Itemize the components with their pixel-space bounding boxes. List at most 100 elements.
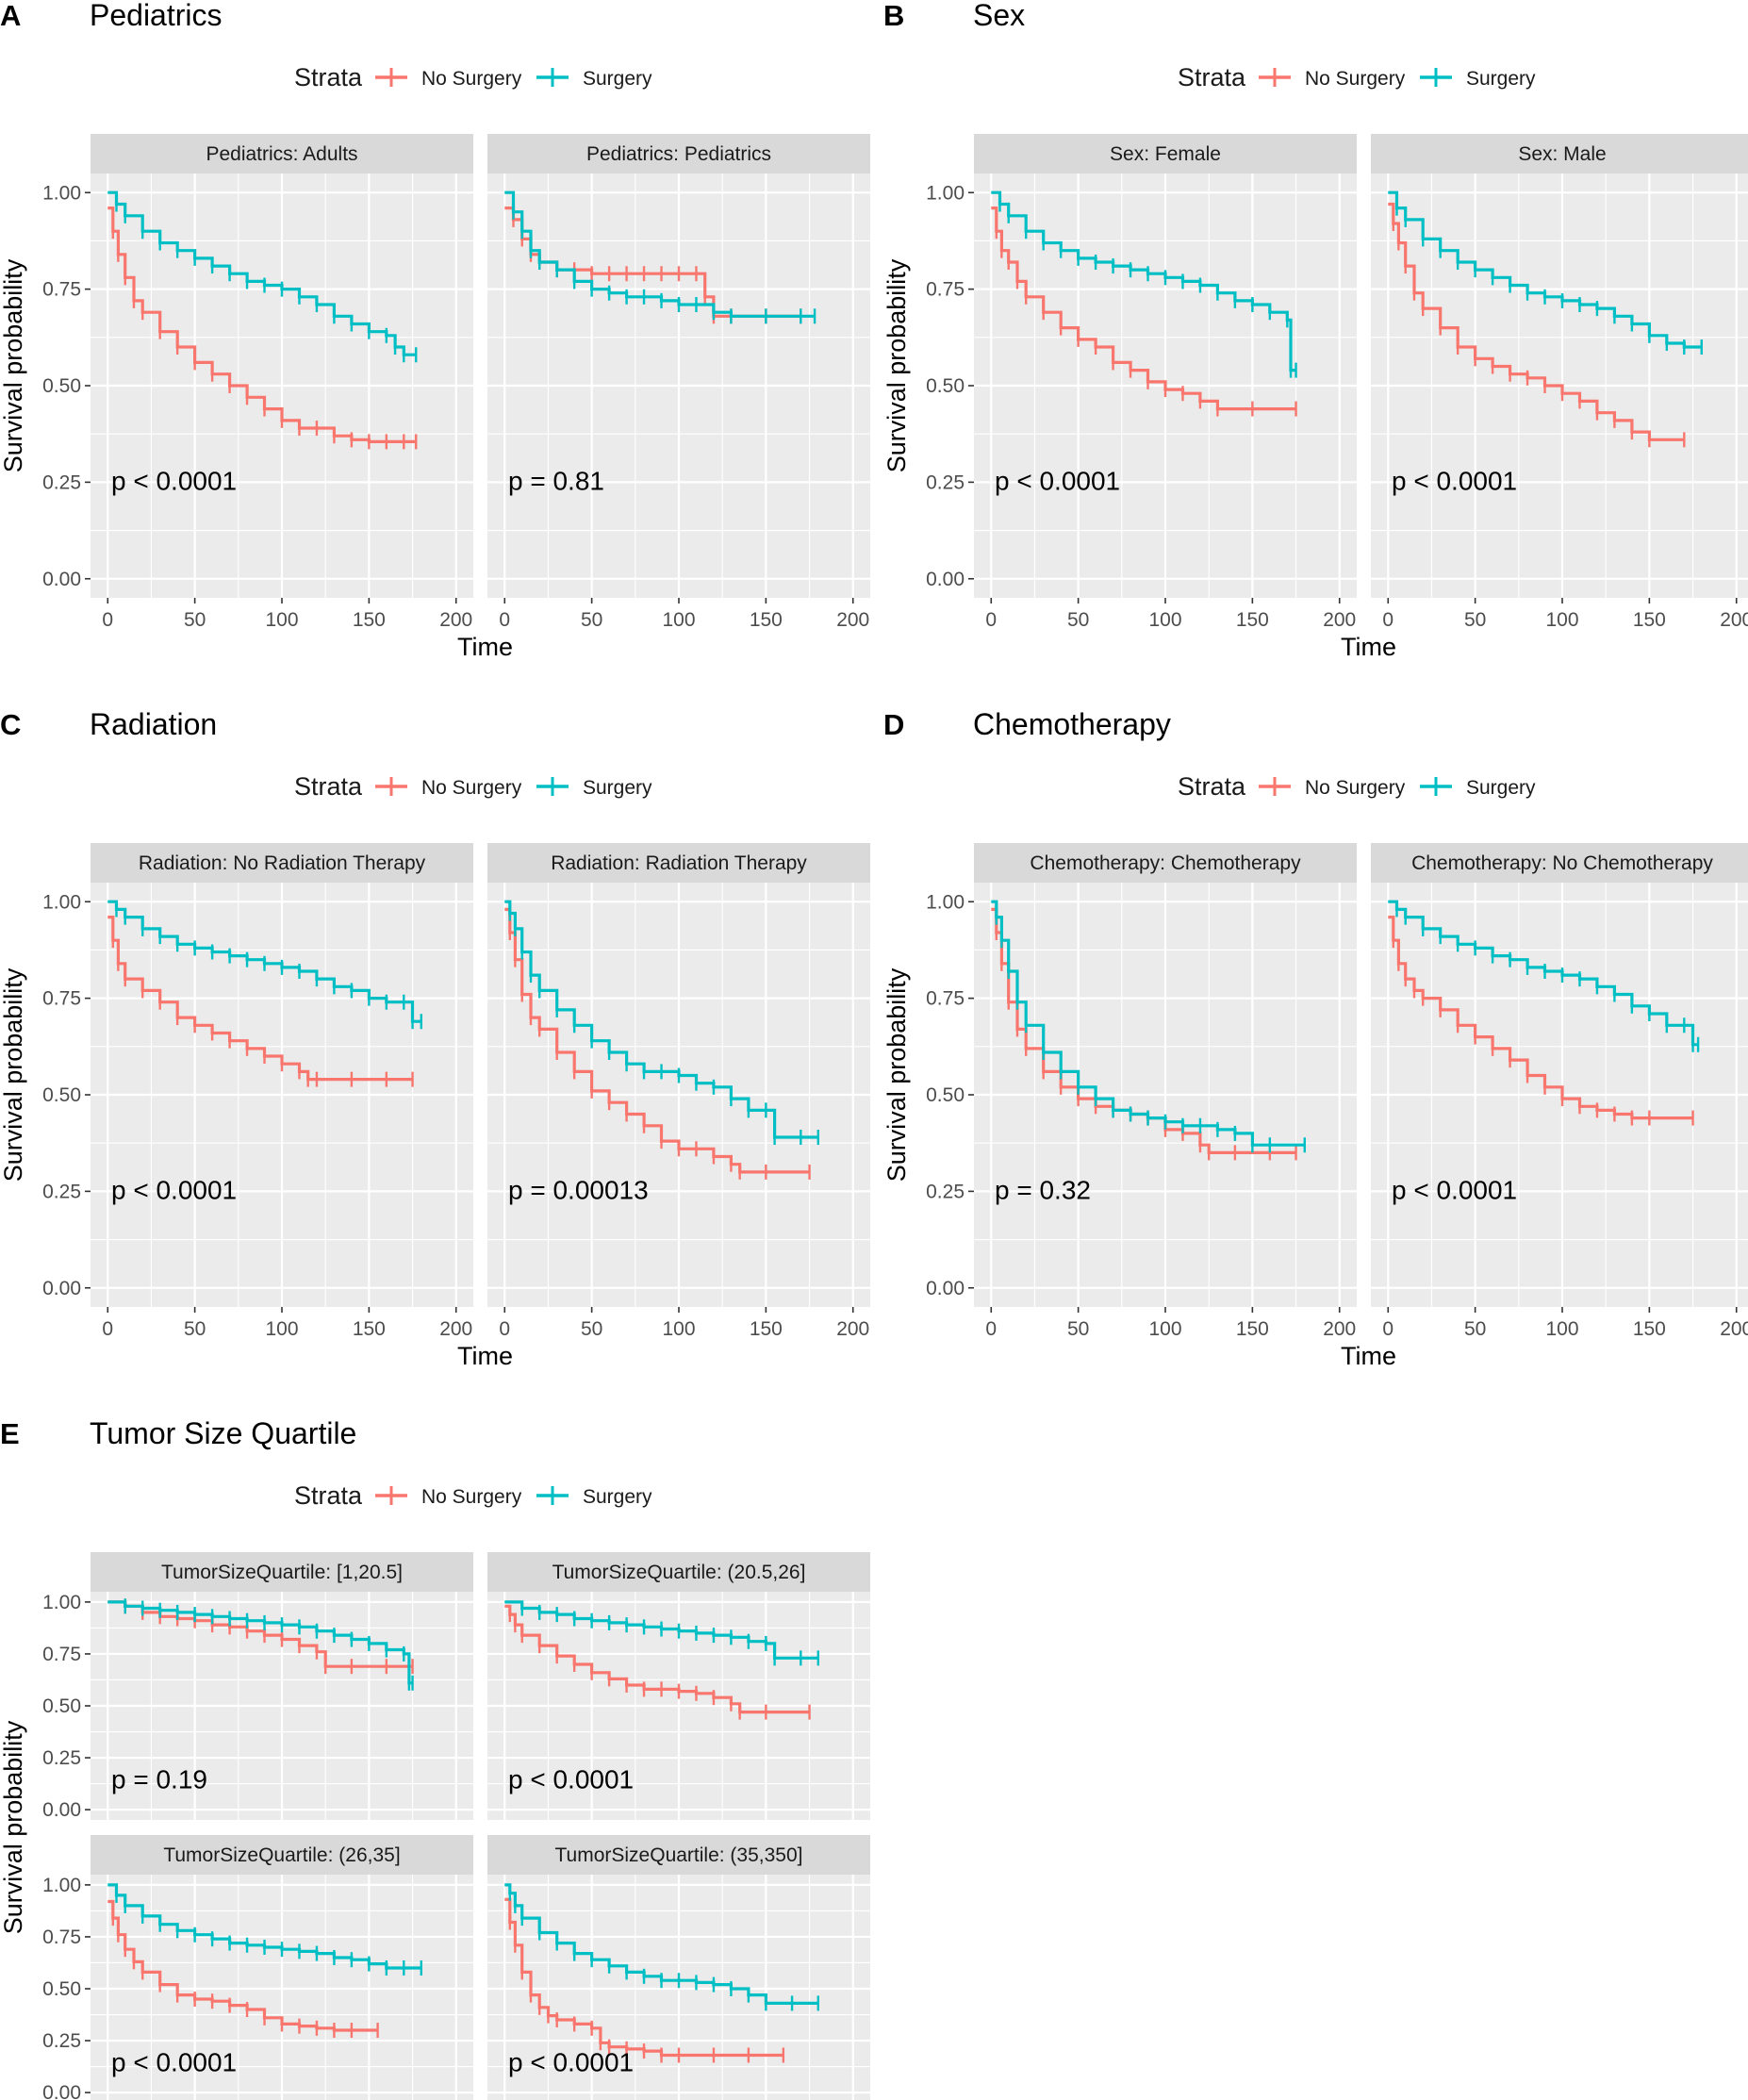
y-tick-label: 0.75 <box>926 279 965 301</box>
facet-panel: TumorSizeQuartile: (26,35] 0.00 0.25 0.50 0.… <box>42 1835 473 2100</box>
facet-panel: Sex: Female 0.00 0.25 0.50 0.75 1.00 0 50 100 150… <box>926 134 1357 631</box>
x-tick-label: 200 <box>439 609 472 631</box>
x-tick-label: 100 <box>1545 609 1578 631</box>
facet-panel: Radiation: No Radiation Therapy 0.00 0.25 0… <box>42 843 473 1340</box>
y-tick-label: 0.00 <box>42 2082 81 2100</box>
y-tick-label: 0.75 <box>42 1926 81 1948</box>
legend-key-no-surgery <box>375 68 407 87</box>
km-curve-surgery <box>504 900 818 1139</box>
x-tick-label: 100 <box>662 1318 695 1340</box>
facet-strip-label: TumorSizeQuartile: [1,20.5] <box>161 1562 403 1583</box>
p-value: p = 0.00013 <box>508 1175 649 1204</box>
km-curve-surgery <box>107 1600 413 1685</box>
panel-letter: E <box>0 1417 20 1450</box>
facet-strip <box>1371 134 1748 174</box>
facet-panel: TumorSizeQuartile: [1,20.5] 0.00 0.25 0.50 0… <box>42 1552 473 1821</box>
facet-panel: Chemotherapy: No Chemotherapy 0 50 100 150 20… <box>1371 843 1748 1340</box>
x-tick-label: 200 <box>1323 609 1356 631</box>
p-value: p < 0.0001 <box>1392 466 1517 495</box>
p-value: p < 0.0001 <box>995 466 1120 495</box>
x-tick-label: 200 <box>1720 609 1748 631</box>
facet-panel: Chemotherapy: Chemotherapy 0.00 0.25 0.50 0.… <box>926 843 1357 1340</box>
y-tick-label: 1.00 <box>42 182 81 204</box>
legend-title: Strata <box>1178 772 1246 801</box>
facet-strip <box>487 1552 870 1592</box>
x-tick-label: 150 <box>750 609 783 631</box>
chart-title: Chemotherapy <box>973 707 1171 741</box>
panel-letter: B <box>883 0 904 32</box>
x-tick-label: 50 <box>1067 609 1089 631</box>
p-value: p < 0.0001 <box>508 1764 634 1794</box>
p-value: p = 0.19 <box>111 1764 207 1794</box>
chart-title: Sex <box>973 0 1025 32</box>
facet-strip <box>91 134 473 174</box>
legend-label: No Surgery <box>1305 777 1406 799</box>
x-tick-label: 0 <box>102 1318 113 1340</box>
p-value: p < 0.0001 <box>508 2047 634 2076</box>
x-tick-label: 0 <box>499 1318 510 1340</box>
legend-label: No Surgery <box>421 777 522 799</box>
y-tick-label: 0.25 <box>42 2030 81 2052</box>
facet-panel: TumorSizeQuartile: (20.5,26] p < 0.0001 <box>487 1552 870 1820</box>
legend-label: Surgery <box>1466 68 1536 90</box>
x-tick-label: 150 <box>1633 1318 1666 1340</box>
x-tick-label: 150 <box>353 609 386 631</box>
p-value: p < 0.0001 <box>111 466 237 495</box>
x-axis-title: Time <box>457 1342 513 1370</box>
facet-strip-label: Pediatrics: Pediatrics <box>586 143 771 165</box>
y-tick-label: 0.50 <box>42 375 81 397</box>
x-tick-label: 100 <box>1545 1318 1578 1340</box>
km-curve-no-surgery <box>1388 202 1685 441</box>
facet-strip-label: Radiation: No Radiation Therapy <box>139 852 426 874</box>
y-tick-label: 0.50 <box>42 1084 81 1106</box>
x-tick-label: 200 <box>836 609 869 631</box>
facet-strip <box>487 843 870 883</box>
y-tick-label: 0.50 <box>926 375 965 397</box>
y-tick-label: 0.25 <box>42 1747 81 1769</box>
chart-c: C Radiation Strata No Surgery Surgery Radiati… <box>0 707 870 1370</box>
chart-title: Radiation <box>90 707 217 741</box>
facet-strip-label: Radiation: Radiation Therapy <box>551 852 807 874</box>
x-tick-label: 50 <box>184 1318 206 1340</box>
facet-strip-label: Sex: Male <box>1518 143 1606 165</box>
x-tick-label: 100 <box>662 609 695 631</box>
x-tick-label: 150 <box>1633 609 1666 631</box>
x-tick-label: 0 <box>499 609 510 631</box>
p-value: p < 0.0001 <box>111 1175 237 1204</box>
legend-label: Surgery <box>583 68 652 90</box>
x-tick-label: 0 <box>1382 609 1393 631</box>
legend: Strata No Surgery Surgery <box>1178 63 1536 91</box>
y-tick-label: 0.50 <box>42 1695 81 1717</box>
panel-letter: A <box>0 0 21 32</box>
legend-key-surgery <box>536 777 569 796</box>
chart-a: A Pediatrics Strata No Surgery Surgery Pediat… <box>0 0 870 661</box>
legend-label: Surgery <box>583 777 652 799</box>
p-value: p = 0.81 <box>508 466 604 495</box>
x-tick-label: 200 <box>836 1318 869 1340</box>
facet-strip <box>487 134 870 174</box>
x-tick-label: 150 <box>1236 609 1269 631</box>
x-tick-label: 100 <box>265 1318 298 1340</box>
facet-panel: Radiation: Radiation Therapy 0 50 100 150 200… <box>487 843 870 1340</box>
km-curve-surgery <box>1388 190 1702 349</box>
x-tick-label: 50 <box>1067 1318 1089 1340</box>
x-tick-label: 50 <box>1464 609 1486 631</box>
y-tick-label: 1.00 <box>926 182 965 204</box>
legend-label: No Surgery <box>421 68 522 90</box>
facet-strip <box>91 843 473 883</box>
legend-title: Strata <box>1178 63 1246 91</box>
y-tick-label: 0.25 <box>42 1181 81 1202</box>
y-tick-label: 1.00 <box>42 1875 81 1896</box>
y-tick-label: 1.00 <box>926 891 965 913</box>
y-tick-label: 0.00 <box>42 569 81 590</box>
x-tick-label: 0 <box>102 609 113 631</box>
facet-strip <box>974 134 1357 174</box>
y-tick-label: 0.75 <box>42 1644 81 1665</box>
x-tick-label: 50 <box>1464 1318 1486 1340</box>
y-axis-title: Survival probability <box>882 258 911 472</box>
facet-strip-label: TumorSizeQuartile: (26,35] <box>163 1844 400 1866</box>
facet-strip-label: Sex: Female <box>1110 143 1221 165</box>
x-tick-label: 200 <box>1720 1318 1748 1340</box>
x-tick-label: 50 <box>581 609 602 631</box>
